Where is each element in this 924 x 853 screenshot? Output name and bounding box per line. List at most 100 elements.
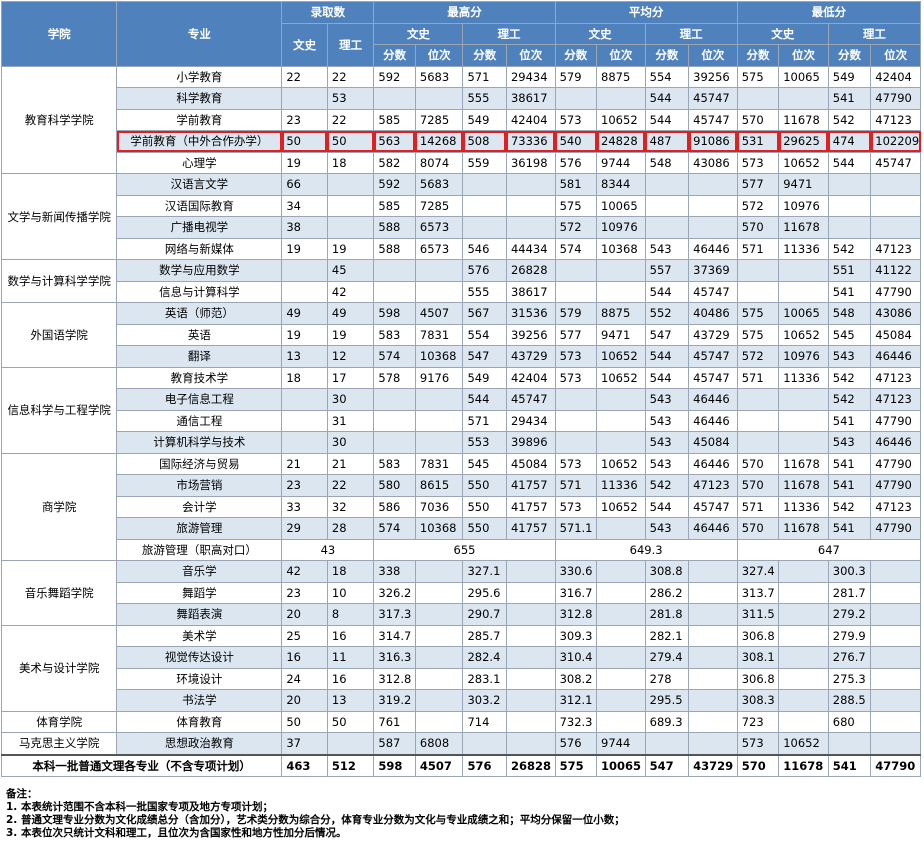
value-cell: 53 [326, 87, 375, 110]
value-cell: 10065 [778, 65, 829, 88]
value-cell: 550 [462, 495, 507, 518]
header-average-ligong: 理工 [644, 22, 738, 45]
table-row: 英语 19 19 583 7831 554 39256 577 9471 547 43729 575 1… [2, 323, 921, 346]
value-cell: 7036 [414, 495, 464, 518]
value-cell: 24 [281, 667, 328, 690]
value-cell: 581 [554, 173, 598, 196]
value-cell: 47123 [870, 495, 921, 518]
value-cell [644, 194, 690, 217]
value-cell: 586 [373, 495, 416, 518]
value-cell: 563 [373, 130, 416, 153]
value-cell [688, 603, 738, 626]
value-cell: 576 [554, 732, 598, 755]
value-cell [736, 388, 780, 411]
value-cell [596, 259, 646, 282]
value-cell: 46446 [688, 409, 738, 432]
value-cell: 10652 [778, 732, 829, 755]
major-cell: 体育教育 [116, 710, 283, 733]
value-cell: 540 [554, 130, 598, 153]
table-row: 信息科学与工程学院 教育技术学 18 17 578 9176 549 42404 573 1065… [0, 366, 921, 454]
major-cell: 广播电视学 [116, 216, 283, 239]
value-cell: 45 [326, 259, 375, 282]
value-cell: 543 [644, 431, 690, 454]
value-cell: 543 [827, 345, 872, 368]
table-row: 心理学 19 18 582 8074 559 36198 576 9744 548 43086 573… [2, 151, 921, 174]
value-cell: 10368 [596, 237, 646, 260]
value-cell: 300.3 [827, 560, 872, 583]
header-lowest: 最低分 [736, 1, 922, 24]
value-cell: 575 [736, 65, 780, 88]
college-cell: 数学与计算科学学院 [0, 259, 118, 303]
value-cell: 10368 [414, 345, 464, 368]
value-cell: 732.3 [554, 710, 598, 733]
value-cell: 10652 [596, 108, 646, 131]
header-fenshu: 分数 [554, 44, 598, 67]
value-cell [688, 689, 738, 712]
value-cell: 8875 [596, 65, 646, 88]
table-row: 翻译 13 12 574 10368 547 43729 573 10652 544 45747 57… [2, 345, 921, 368]
value-cell: 290.7 [462, 603, 507, 626]
value-cell: 573 [554, 452, 598, 475]
major-cell: 旅游管理（职高对口） [116, 538, 283, 561]
value-cell [326, 194, 375, 217]
value-cell: 592 [373, 173, 416, 196]
value-cell: 39896 [505, 431, 556, 454]
value-cell: 573 [736, 151, 780, 174]
value-cell: 574 [554, 237, 598, 260]
value-cell: 295.5 [644, 689, 690, 712]
value-cell: 542 [827, 495, 872, 518]
value-cell [505, 646, 556, 669]
value-cell: 7285 [414, 194, 464, 217]
value-cell [326, 216, 375, 239]
value-cell: 570 [736, 216, 780, 239]
value-cell: 11678 [778, 216, 829, 239]
value-cell: 579 [554, 302, 598, 325]
value-cell: 29 [281, 517, 328, 540]
value-cell [688, 216, 738, 239]
value-cell [596, 624, 646, 647]
value-cell [870, 646, 921, 669]
value-cell: 723 [736, 710, 780, 733]
value-cell: 10652 [596, 495, 646, 518]
value-cell [596, 667, 646, 690]
value-cell [414, 431, 464, 454]
value-cell [736, 409, 780, 432]
value-cell: 45747 [505, 388, 556, 411]
value-cell: 311.5 [736, 603, 780, 626]
college-cell: 教育科学学院 [0, 65, 118, 174]
value-cell: 50 [281, 130, 328, 153]
value-cell: 549 [462, 366, 507, 389]
header-fenshu: 分数 [644, 44, 690, 67]
table-row: 数学与计算科学学院 数学与应用数学 45 576 26828 557 37369 551 411… [0, 259, 921, 303]
value-cell: 575 [736, 302, 780, 325]
value-cell: 572 [554, 216, 598, 239]
total-value-cell: 463 [281, 753, 328, 777]
value-cell: 577 [736, 173, 780, 196]
value-cell: 555 [462, 87, 507, 110]
value-cell [505, 667, 556, 690]
value-cell: 543 [644, 452, 690, 475]
major-cell: 翻译 [116, 345, 283, 368]
value-cell [736, 431, 780, 454]
value-cell [505, 732, 556, 755]
value-cell: 12 [326, 345, 375, 368]
major-cell: 网络与新媒体 [116, 237, 283, 260]
value-cell: 598 [373, 302, 416, 325]
total-value-cell: 43729 [688, 753, 738, 777]
value-cell: 11678 [778, 517, 829, 540]
value-cell: 327.4 [736, 560, 780, 583]
table-row: 电子信息工程 30 544 45747 543 46446 542 47123 [2, 388, 921, 411]
value-cell: 546 [462, 237, 507, 260]
value-cell: 6573 [414, 237, 464, 260]
value-cell: 279.9 [827, 624, 872, 647]
value-cell [688, 646, 738, 669]
value-cell: 10976 [778, 345, 829, 368]
value-cell [373, 87, 416, 110]
value-cell: 317.3 [373, 603, 416, 626]
value-cell: 18 [326, 560, 375, 583]
admission-score-table-container: 学院 专业 录取数 最高分 平均分 最低分 文史 理工 文史 理工 文史 理工 … [0, 1, 922, 777]
value-cell: 571 [554, 474, 598, 497]
value-cell [736, 87, 780, 110]
value-cell: 19 [326, 323, 375, 346]
college-cell: 外国语学院 [0, 302, 118, 368]
